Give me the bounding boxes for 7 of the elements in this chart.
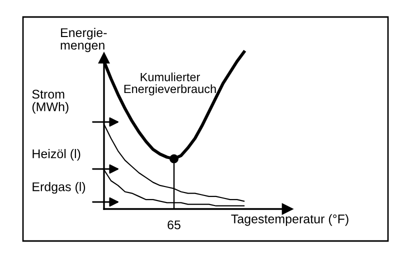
annotation: Kumulierter Energieverbrauch — [124, 72, 216, 96]
y-axis-title: Energie- mengen — [60, 28, 107, 52]
text: 65 — [168, 220, 180, 230]
text: Heizöl (l) — [32, 149, 80, 161]
text: Strom (MWh) — [32, 90, 68, 114]
x-axis-title: Tagestemperatur (°F) — [231, 214, 348, 226]
text: Erdgas (l) — [32, 182, 86, 194]
